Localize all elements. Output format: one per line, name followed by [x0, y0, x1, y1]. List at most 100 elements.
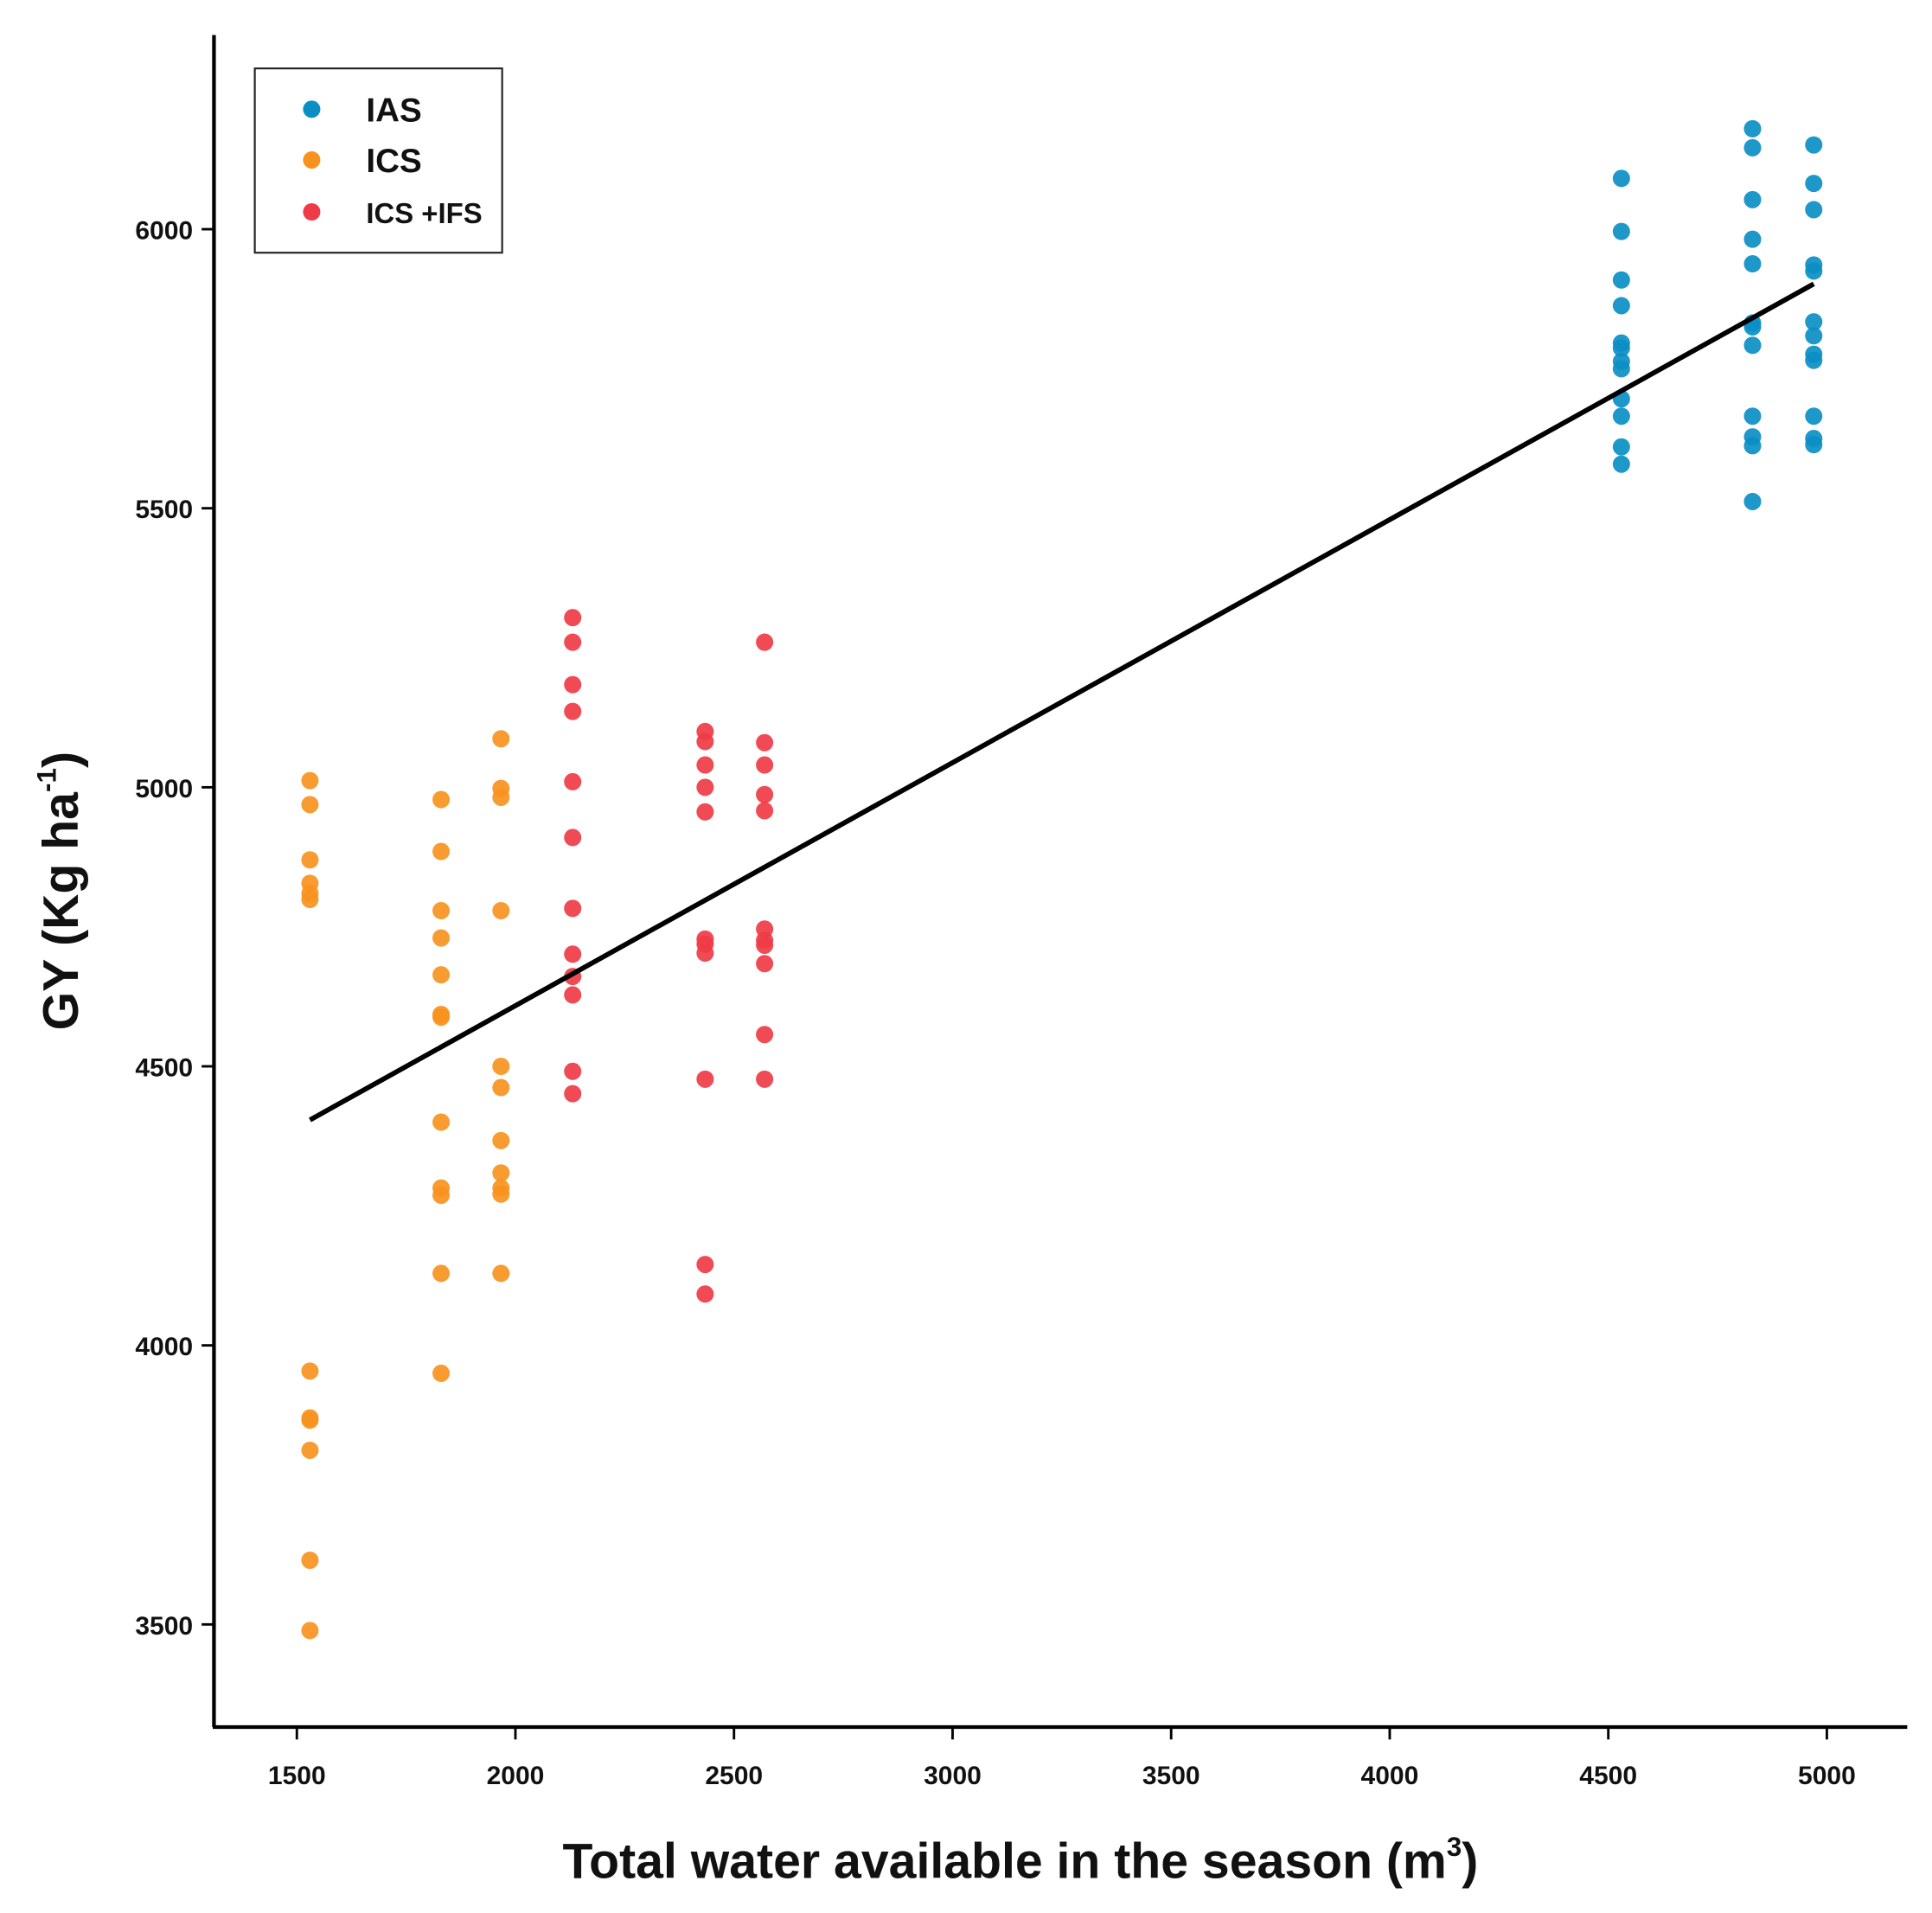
point-ias [1743, 255, 1762, 273]
point-ics-ifs [564, 1084, 582, 1103]
legend-marker-ics [303, 150, 321, 169]
point-ics-ifs [756, 1026, 774, 1044]
point-ics [432, 1113, 451, 1131]
point-ias [1612, 271, 1630, 289]
point-ics [492, 788, 510, 806]
point-ics-ifs [756, 633, 774, 651]
legend-marker-ias [303, 100, 321, 118]
y-axis-label: GY (Kg ha-1) [31, 752, 89, 1030]
regression-line [309, 281, 1815, 1123]
point-ics-ifs [756, 802, 774, 820]
point-ias [1743, 190, 1762, 208]
point-ics [492, 1164, 510, 1182]
point-ias [1612, 297, 1630, 315]
point-ias [1805, 327, 1823, 345]
point-ics [432, 1264, 451, 1283]
point-ics [492, 1264, 510, 1283]
point-ias [1743, 138, 1762, 157]
point-ias [1743, 336, 1762, 355]
point-ias [1805, 351, 1823, 369]
x-tick-label: 2000 [487, 1762, 545, 1790]
point-ics [492, 1057, 510, 1076]
point-ics-ifs [696, 1285, 714, 1303]
point-ias [1805, 313, 1823, 331]
point-ics-ifs [564, 609, 582, 627]
point-ics [301, 851, 319, 869]
point-ics [432, 842, 451, 861]
data-points [301, 119, 1823, 1640]
point-ics-ifs [756, 936, 774, 954]
x-tick-label: 4000 [1361, 1762, 1419, 1790]
point-ics [492, 1131, 510, 1149]
point-ias [1805, 436, 1823, 454]
point-ics [432, 790, 451, 809]
legend-label-ias: IAS [366, 93, 421, 130]
point-ics-ifs [696, 1070, 714, 1088]
point-ics [432, 1008, 451, 1027]
point-ics [301, 1552, 319, 1570]
point-ias [1805, 175, 1823, 193]
x-axis-label: Total water available in the season (m3) [563, 1832, 1479, 1890]
point-ias [1612, 455, 1630, 473]
legend: IAS ICS ICS +IFS [253, 67, 503, 254]
y-tick-label: 4000 [135, 1333, 193, 1361]
x-tick-label: 2500 [705, 1762, 763, 1790]
point-ias [1805, 136, 1823, 154]
point-ics [492, 901, 510, 919]
legend-label-ics-ifs: ICS +IFS [366, 197, 482, 229]
point-ics-ifs [696, 756, 714, 774]
legend-box [253, 67, 503, 254]
point-ics-ifs [564, 702, 582, 720]
x-tick-label: 1500 [268, 1762, 326, 1790]
y-ticks: 3500 4000 4500 5000 5500 6000 [135, 216, 214, 1641]
y-tick-label: 6000 [135, 216, 193, 245]
point-ias [1805, 262, 1823, 280]
point-ics-ifs [696, 733, 714, 751]
y-tick-label: 5000 [135, 775, 193, 803]
x-tick-label: 3000 [924, 1762, 982, 1790]
point-ias [1743, 230, 1762, 248]
y-tick-label: 5500 [135, 496, 193, 524]
point-ics-ifs [696, 803, 714, 821]
point-ics [492, 1185, 510, 1203]
x-tick-label: 5000 [1798, 1762, 1856, 1790]
point-ics-ifs [756, 955, 774, 973]
point-ics [432, 901, 451, 919]
point-ias [1612, 407, 1630, 425]
legend-marker-ics-ifs [303, 202, 321, 221]
point-ias [1743, 407, 1762, 425]
point-ics [492, 1078, 510, 1097]
y-tick-label: 4500 [135, 1053, 193, 1082]
point-ics-ifs [564, 899, 582, 918]
point-ics-ifs [564, 829, 582, 847]
point-ics [301, 1362, 319, 1380]
point-ias [1612, 170, 1630, 188]
point-ics [301, 891, 319, 909]
point-ics-ifs [696, 944, 714, 963]
point-ics-ifs [564, 945, 582, 963]
point-ics-ifs [756, 785, 774, 803]
point-ias [1805, 407, 1823, 425]
point-ics [432, 1364, 451, 1382]
point-ics-ifs [564, 675, 582, 694]
point-ias [1805, 201, 1823, 219]
point-ias [1743, 437, 1762, 455]
y-tick-label: 3500 [135, 1612, 193, 1641]
point-ias [1743, 119, 1762, 138]
point-ics-ifs [696, 1256, 714, 1274]
point-ics-ifs [564, 633, 582, 651]
point-ics [301, 1622, 319, 1640]
point-ics [301, 1411, 319, 1430]
point-ias [1612, 222, 1630, 240]
point-ics-ifs [756, 1070, 774, 1088]
legend-label-ics: ICS [366, 143, 421, 180]
point-ics [492, 730, 510, 748]
point-ias [1612, 339, 1630, 357]
point-ics [301, 796, 319, 814]
point-ias [1612, 360, 1630, 378]
point-ics [301, 1441, 319, 1459]
x-ticks: 1500 2000 2500 3000 3500 4000 4500 5000 [268, 1727, 1856, 1790]
point-ias [1743, 492, 1762, 510]
point-ics-ifs [756, 756, 774, 774]
